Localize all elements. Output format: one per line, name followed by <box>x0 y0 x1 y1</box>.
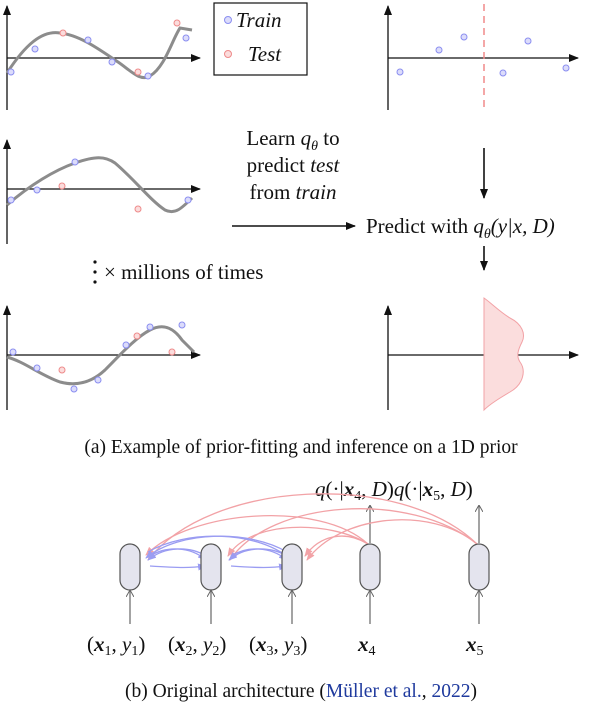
citation-year[interactable]: 2022 <box>431 681 470 702</box>
millions-text: × millions of times <box>93 260 263 284</box>
input-label-x2y2: (x2, y2) <box>168 632 226 659</box>
node-1 <box>119 543 141 591</box>
legend-test-marker <box>224 50 232 58</box>
caption-b: (b) Original architecture (Müller et al.… <box>125 681 477 702</box>
plot-top-left <box>2 5 201 110</box>
train-points <box>7 158 192 204</box>
node-3 <box>281 543 303 591</box>
input-label-x1y1: (x1, y1) <box>87 632 145 659</box>
plot-bottom-right <box>384 297 579 412</box>
svg-text:Learn qθ to: Learn qθ to <box>246 126 339 154</box>
function-curve <box>5 26 193 79</box>
architecture-diagram: q(·|x4, D)q(·|x5, D) <box>87 477 490 659</box>
predictive-density <box>483 297 524 412</box>
function-curve <box>6 156 194 214</box>
citation-link[interactable]: Müller et al. <box>326 681 422 702</box>
learn-text: Learn qθ to predict test from train <box>246 126 340 204</box>
output-label: q(·|x4, D)q(·|x5, D) <box>315 477 473 504</box>
legend-train-label: Train <box>236 8 282 32</box>
node-4 <box>359 543 381 591</box>
train-points <box>7 34 190 80</box>
test-attention-arrows <box>145 493 478 561</box>
input-label-x5: x5 <box>465 632 484 659</box>
svg-text:from train: from train <box>250 180 337 204</box>
plot-middle-left <box>2 139 201 244</box>
input-label-x4: x4 <box>357 632 376 659</box>
predict-text: Predict with qθ(y|x, D) <box>366 214 555 242</box>
svg-text:× millions of times: × millions of times <box>104 260 263 284</box>
svg-text:predict test: predict test <box>247 153 341 177</box>
plot-top-right <box>384 4 579 110</box>
test-points <box>59 19 181 76</box>
node-2 <box>200 543 222 591</box>
legend-train-marker <box>224 16 232 24</box>
legend: Train Test <box>213 2 308 76</box>
test-points <box>58 182 142 213</box>
test-points <box>58 332 176 374</box>
input-label-x3y3: (x3, y3) <box>249 632 307 659</box>
plot-bottom-left <box>2 305 201 410</box>
node-5 <box>468 543 490 591</box>
train-points <box>396 33 570 77</box>
legend-test-label: Test <box>248 42 282 66</box>
train-points <box>9 321 186 393</box>
caption-a: (a) Example of prior-fitting and inferen… <box>84 437 518 458</box>
function-curve <box>6 325 196 386</box>
